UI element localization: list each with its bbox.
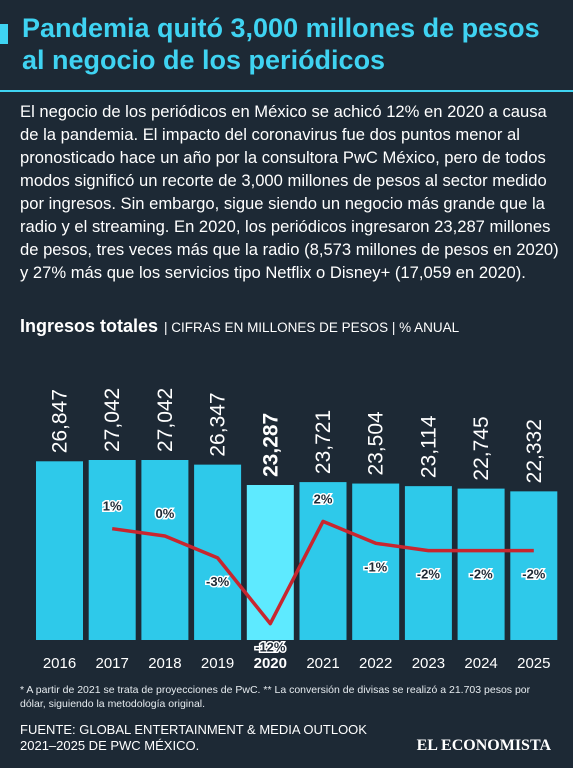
bar: [457, 488, 505, 640]
value-label: 23,114: [417, 415, 440, 478]
logo: EL ECONOMISTA: [416, 737, 551, 754]
bar: [352, 483, 400, 640]
title: Pandemia quitó 3,000 millones de pesos a…: [22, 13, 540, 75]
value-label: 26,347: [207, 392, 230, 456]
value-label: 27,042: [101, 388, 124, 452]
title-rule: [0, 90, 573, 92]
bar: [246, 484, 294, 640]
value-label: 23,287: [259, 413, 282, 477]
change-label: 1%: [103, 499, 122, 514]
change-label: 2%: [314, 491, 333, 506]
bar: [404, 486, 452, 640]
x-tick-label: 2019: [201, 655, 234, 672]
chart: 26,847 2016 27,042 2017 27,042 2018 26,347 2019…: [36, 388, 558, 672]
x-tick-label: 2018: [148, 655, 181, 672]
change-label: 0%: [156, 506, 175, 521]
x-tick-label: 2020: [254, 655, 287, 672]
value-label: 23,721: [312, 410, 335, 474]
value-label: 23,504: [365, 411, 388, 476]
bar: [88, 460, 136, 640]
chart-title: Ingresos totales: [20, 316, 159, 336]
chart-subtitle: | CIFRAS EN MILLONES DE PESOS | % ANUAL: [164, 320, 460, 335]
bar: [299, 482, 347, 640]
x-tick-label: 2022: [359, 655, 392, 672]
bar: [36, 461, 83, 640]
change-label: -2%: [417, 567, 441, 582]
lead-text: El negocio de los periódicos en México s…: [20, 102, 559, 282]
change-label: -2%: [522, 567, 546, 582]
bar: [141, 460, 189, 640]
chart-heading: Ingresos totales | CIFRAS EN MILLONES DE …: [20, 316, 459, 337]
value-label: 22,745: [470, 416, 493, 480]
source: Fuente: Global Entertainment & Media Out…: [20, 722, 367, 753]
value-label: 27,042: [154, 388, 177, 452]
change-label: -12%: [255, 640, 286, 655]
bar: [510, 491, 558, 640]
x-tick-label: 2021: [306, 655, 339, 672]
x-tick-label: 2017: [96, 655, 129, 672]
x-tick-label: 2025: [517, 655, 550, 672]
value-label: 22,332: [523, 419, 546, 483]
change-label: -2%: [470, 567, 494, 582]
change-line: [111, 519, 534, 626]
title-accent: [0, 24, 8, 44]
x-tick-label: 2024: [464, 655, 497, 672]
change-label: -3%: [206, 574, 230, 589]
value-label: 26,847: [49, 389, 72, 453]
footnote: * A partir de 2021 se trata de proyeccio…: [20, 684, 531, 710]
x-tick-label: 2023: [412, 655, 445, 672]
change-label: -1%: [364, 559, 388, 574]
x-tick-label: 2016: [43, 655, 76, 672]
